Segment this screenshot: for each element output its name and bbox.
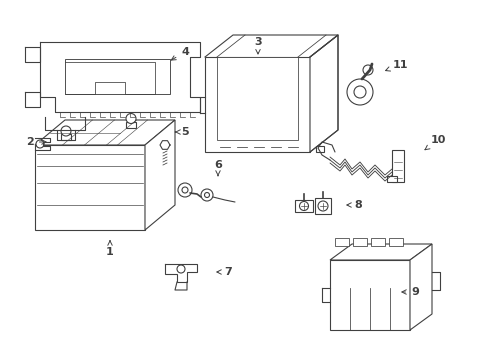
Text: 6: 6 xyxy=(214,160,222,176)
Text: 9: 9 xyxy=(402,287,419,297)
Bar xyxy=(392,150,404,182)
Circle shape xyxy=(204,193,210,198)
Bar xyxy=(295,200,313,212)
Bar xyxy=(335,238,349,246)
Bar xyxy=(35,145,145,230)
Text: 8: 8 xyxy=(347,200,362,210)
Bar xyxy=(387,176,397,182)
Circle shape xyxy=(299,202,309,211)
Circle shape xyxy=(178,183,192,197)
Circle shape xyxy=(182,187,188,193)
Bar xyxy=(217,57,298,140)
Circle shape xyxy=(126,113,136,123)
Bar xyxy=(316,146,324,152)
Text: 5: 5 xyxy=(175,127,189,137)
Text: 3: 3 xyxy=(254,37,262,54)
Circle shape xyxy=(347,79,373,105)
Bar xyxy=(330,260,410,330)
Bar xyxy=(126,122,136,127)
Text: 1: 1 xyxy=(106,241,114,257)
Circle shape xyxy=(201,189,213,201)
Circle shape xyxy=(36,140,44,148)
Bar xyxy=(65,59,170,94)
Circle shape xyxy=(363,65,373,75)
Polygon shape xyxy=(410,244,432,330)
Circle shape xyxy=(61,126,71,136)
Polygon shape xyxy=(35,120,175,145)
Polygon shape xyxy=(310,35,338,152)
Bar xyxy=(371,238,385,246)
Text: 11: 11 xyxy=(386,60,408,71)
Text: 7: 7 xyxy=(217,267,232,277)
Polygon shape xyxy=(145,120,175,230)
Bar xyxy=(61,134,71,140)
Bar xyxy=(353,238,367,246)
Polygon shape xyxy=(330,244,432,260)
Circle shape xyxy=(177,265,185,273)
Circle shape xyxy=(354,86,366,98)
Text: 4: 4 xyxy=(172,47,189,60)
Text: 10: 10 xyxy=(425,135,446,150)
Bar xyxy=(389,238,403,246)
Circle shape xyxy=(318,201,328,211)
Text: 2: 2 xyxy=(26,137,46,147)
Bar xyxy=(315,198,331,214)
Bar xyxy=(205,57,310,152)
